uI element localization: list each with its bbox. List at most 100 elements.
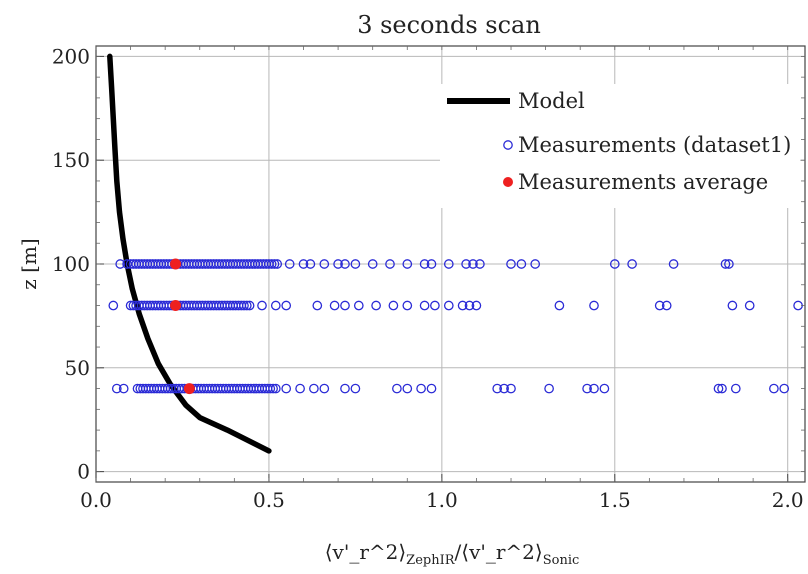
measurement-point xyxy=(270,300,281,311)
measurement-point xyxy=(340,300,350,311)
x-ticks: 0.0 0.5 1.0 1.5 2.0 xyxy=(80,46,804,512)
measurement-point xyxy=(461,259,471,269)
x-label-numerator: ⟨v'_r^2⟩ xyxy=(325,540,406,564)
measurement-point xyxy=(312,300,323,311)
measurement-point xyxy=(295,383,305,394)
y-tick-label: 50 xyxy=(65,356,90,380)
measurements-layer xyxy=(108,259,803,394)
y-tick-label: 200 xyxy=(52,44,90,68)
measurement-point xyxy=(720,259,731,269)
measurement-point xyxy=(724,259,734,269)
measurement-point xyxy=(443,259,454,269)
measurement-point xyxy=(392,383,402,394)
measurement-point xyxy=(471,300,482,311)
measurement-point xyxy=(544,383,554,394)
measurement-point xyxy=(730,383,741,394)
measurement-point xyxy=(430,300,440,311)
legend-measurements-swatch xyxy=(503,140,513,150)
measurement-point xyxy=(727,300,738,311)
measurement-point xyxy=(426,259,437,269)
model-line xyxy=(107,53,272,454)
measurement-point xyxy=(270,383,281,394)
measurement-point xyxy=(426,383,437,394)
measurement-point xyxy=(402,383,413,394)
measurement-point xyxy=(241,300,252,311)
average-layer xyxy=(170,258,195,395)
model-layer xyxy=(107,53,272,454)
measurement-point xyxy=(122,259,132,269)
x-tick-label: 2.0 xyxy=(772,488,804,512)
measurement-point xyxy=(419,259,430,269)
measurement-point xyxy=(108,300,119,311)
measurement-point xyxy=(599,383,610,394)
measurement-point xyxy=(319,259,330,269)
measurement-point xyxy=(333,259,343,269)
measurement-point xyxy=(589,383,599,394)
measurement-point xyxy=(627,259,637,269)
legend-average-label: Measurements average xyxy=(518,170,768,194)
measurement-point xyxy=(340,259,350,269)
measurement-point xyxy=(516,259,527,269)
measurement-point xyxy=(340,383,350,394)
measurement-point xyxy=(468,259,478,269)
x-tick-label: 1.0 xyxy=(426,488,458,512)
measurement-point xyxy=(388,300,399,311)
measurement-point xyxy=(284,259,295,269)
measurement-point xyxy=(668,259,679,269)
x-tick-label: 0.0 xyxy=(80,488,112,512)
measurement-point xyxy=(266,259,277,269)
measurement-point xyxy=(475,259,485,269)
measurement-point xyxy=(769,383,779,394)
measurement-point xyxy=(305,259,316,269)
measurement-point xyxy=(554,300,565,311)
measurement-point xyxy=(385,259,395,269)
measurement-point xyxy=(530,259,541,269)
average-point xyxy=(170,258,182,270)
measurement-point xyxy=(402,259,413,269)
measurement-point xyxy=(118,383,129,394)
measurement-point xyxy=(257,300,267,311)
measurement-point xyxy=(319,383,330,394)
chart-title: 3 seconds scan xyxy=(357,11,541,39)
measurement-point xyxy=(265,383,276,394)
measurement-point xyxy=(350,383,361,394)
measurement-point xyxy=(367,259,378,269)
measurement-point xyxy=(779,383,790,394)
measurement-point xyxy=(329,300,340,311)
average-point xyxy=(170,300,182,312)
measurement-point xyxy=(244,300,255,311)
measurement-point xyxy=(111,383,122,394)
measurement-point xyxy=(281,300,292,311)
x-label-denominator: ⟨v'_r^2⟩ xyxy=(461,540,542,564)
y-ticks: 0 50 100 150 200 xyxy=(52,44,805,484)
x-tick-label: 1.5 xyxy=(599,488,631,512)
measurement-point xyxy=(298,259,309,269)
x-axis-label: ⟨v'_r^2⟩ZephIR/⟨v'_r^2⟩Sonic xyxy=(325,540,580,568)
measurement-point xyxy=(609,259,620,269)
measurement-point xyxy=(419,300,430,311)
measurement-point xyxy=(281,383,292,394)
measurement-point xyxy=(416,383,426,394)
measurement-point xyxy=(589,300,599,311)
measurement-point xyxy=(744,300,755,311)
measurement-point xyxy=(506,259,516,269)
y-tick-label: 0 xyxy=(77,460,90,484)
measurement-point xyxy=(272,259,283,269)
legend-measurements-label: Measurements (dataset1) xyxy=(518,133,791,157)
measurement-point xyxy=(713,383,724,394)
measurement-point xyxy=(492,383,503,394)
legend-average-swatch xyxy=(503,177,513,187)
measurement-point xyxy=(115,259,126,269)
legend: Model Measurements (dataset1) Measuremen… xyxy=(440,84,800,208)
y-axis-label: z [m] xyxy=(17,238,41,289)
x-label-denominator-subscript: Sonic xyxy=(543,553,580,568)
measurement-point xyxy=(268,383,278,394)
x-label-numerator-subscript: ZephIR xyxy=(406,553,456,568)
legend-model-label: Model xyxy=(518,89,585,113)
measurement-point xyxy=(506,383,516,394)
measurement-point xyxy=(443,300,454,311)
measurement-point xyxy=(582,383,592,394)
measurement-point xyxy=(269,259,280,269)
measurement-point xyxy=(717,383,727,394)
